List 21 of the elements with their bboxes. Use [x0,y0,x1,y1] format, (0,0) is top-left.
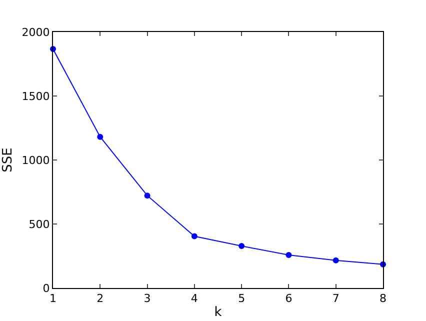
x-tick-label: 2 [96,292,104,306]
point [332,257,339,264]
y-tick-label: 500 [28,218,50,231]
point [144,192,150,199]
point [286,252,292,258]
y-tick-label: 1500 [22,90,50,103]
y-tick-label: 0 [42,282,50,295]
x-tick-label: 8 [380,292,386,306]
x-tick-label: 1 [50,292,56,306]
point [191,233,198,240]
x-tick-label: 6 [285,292,292,306]
x-tick-label: 7 [332,292,340,306]
y-axis-title: SSE [0,148,16,172]
x-tick-label: 4 [190,292,198,306]
x-axis-title: k [214,304,222,320]
point [238,243,245,250]
x-tick-label: 5 [238,292,246,306]
x-tick-label: 3 [144,292,151,306]
y-tick-label: 2000 [22,26,50,39]
y-tick-label: 1000 [22,154,50,167]
point [97,134,104,140]
